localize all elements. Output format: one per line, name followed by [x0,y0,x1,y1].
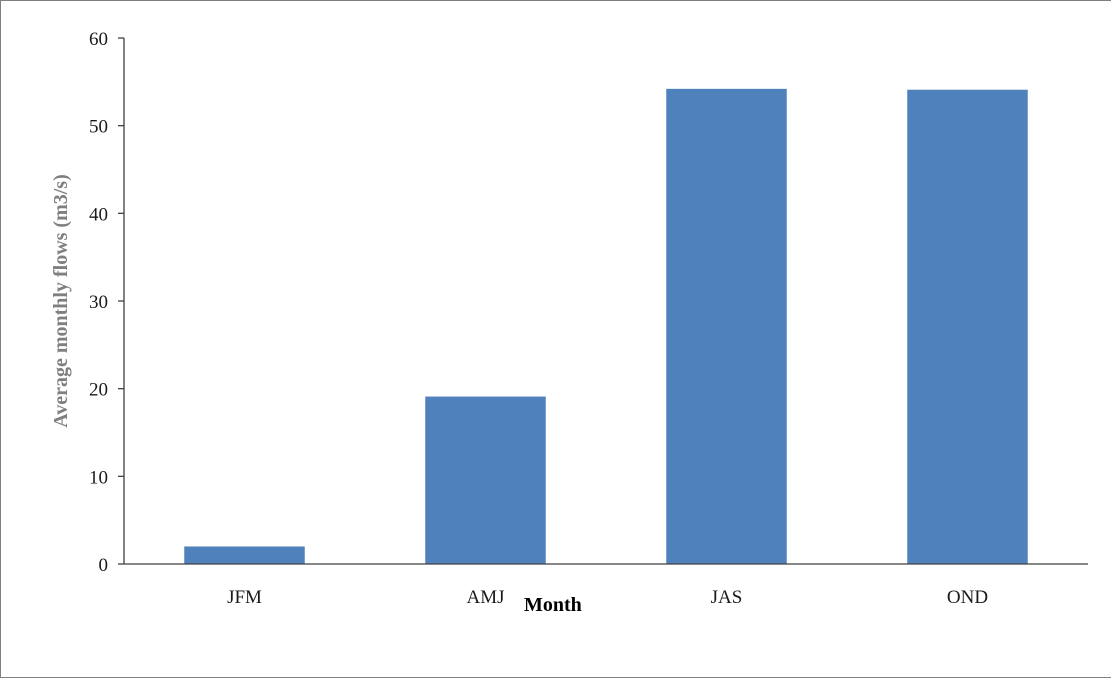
y-axis-title: Average monthly flows (m3/s) [50,174,72,427]
y-tick-label: 30 [89,292,108,313]
x-tick-label: AMJ [466,587,504,608]
y-axis-ticks: 0 10 20 30 40 50 60 [89,29,124,576]
y-tick-label: 60 [89,29,108,50]
bar-ond [907,89,1028,565]
x-tick-label: OND [947,587,988,608]
x-tick-label: JFM [227,587,262,608]
x-axis-title: Month [524,594,582,616]
bar-jfm [184,546,305,564]
y-tick-label: 20 [89,380,108,401]
y-tick-label: 10 [89,467,108,488]
bars [184,88,1028,565]
y-tick-label: 0 [99,555,109,576]
y-tick-label: 40 [89,204,108,225]
bar-jas [666,88,787,564]
x-axis-labels: JFM AMJ JAS OND [227,587,988,608]
bar-amj [425,396,546,564]
x-tick-label: JAS [711,587,743,608]
y-tick-label: 50 [89,117,108,138]
